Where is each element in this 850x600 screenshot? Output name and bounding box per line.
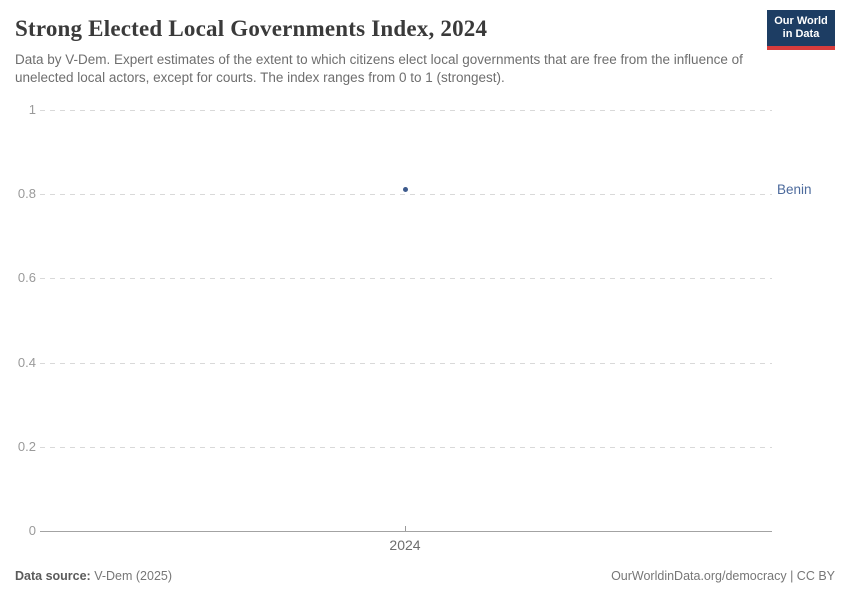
y-tick-label-0.6: 0.6 bbox=[17, 270, 36, 285]
owid-logo-line1: Our World bbox=[774, 15, 828, 27]
y-tick-label-0.8: 0.8 bbox=[17, 186, 36, 201]
entity-label-benin[interactable]: Benin bbox=[777, 181, 812, 197]
data-point-benin[interactable] bbox=[402, 187, 408, 193]
y-tick-label-0: 0 bbox=[28, 523, 36, 538]
gridline-y-0.8 bbox=[40, 194, 772, 195]
y-tick-label-1: 1 bbox=[28, 102, 36, 117]
gridline-y-0.2 bbox=[40, 447, 772, 448]
y-tick-label-0.2: 0.2 bbox=[17, 439, 36, 454]
data-source-value: V-Dem (2025) bbox=[94, 569, 173, 583]
data-source-label: Data source: bbox=[15, 569, 91, 583]
chart-subtitle: Data by V-Dem. Expert estimates of the e… bbox=[15, 52, 743, 86]
gridline-y-0.4 bbox=[40, 363, 772, 364]
y-tick-label-0.4: 0.4 bbox=[17, 355, 36, 370]
gridline-y-1 bbox=[40, 110, 772, 111]
x-axis-line bbox=[40, 531, 772, 532]
data-source: Data source: V-Dem (2025) bbox=[15, 569, 172, 583]
owid-logo[interactable]: Our World in Data bbox=[767, 10, 835, 50]
credit-link[interactable]: OurWorldinData.org/democracy | CC BY bbox=[611, 569, 835, 583]
owid-logo-line2: in Data bbox=[782, 28, 820, 40]
chart-title: Strong Elected Local Governments Index, … bbox=[15, 16, 488, 41]
gridline-y-0.6 bbox=[40, 278, 772, 279]
x-tick-label: 2024 bbox=[389, 537, 421, 553]
x-axis-tick bbox=[405, 526, 406, 531]
